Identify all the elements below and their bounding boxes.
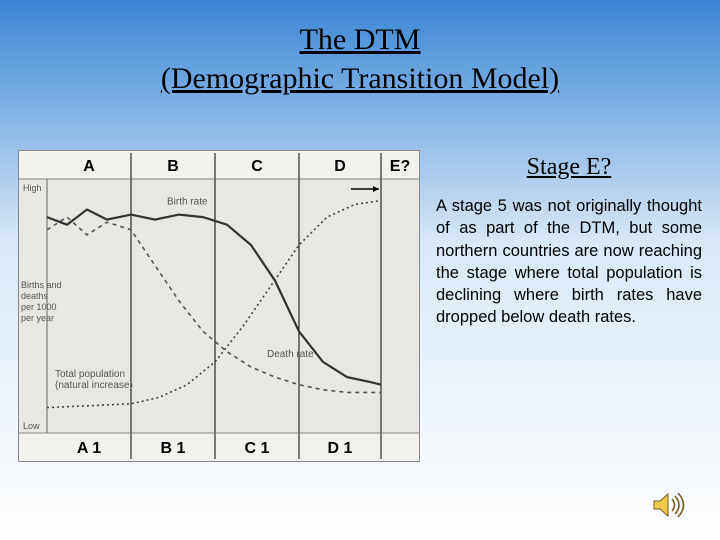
svg-text:High: High xyxy=(23,183,42,193)
stage-e-heading: Stage E? xyxy=(436,154,702,181)
svg-text:Total population: Total population xyxy=(55,369,125,380)
svg-text:E?: E? xyxy=(390,158,410,175)
svg-text:C: C xyxy=(251,158,263,175)
right-column: Stage E? A stage 5 was not originally th… xyxy=(436,150,702,462)
svg-text:B: B xyxy=(167,158,179,175)
svg-text:Low: Low xyxy=(23,421,40,431)
svg-text:Births and: Births and xyxy=(21,280,62,290)
speaker-icon[interactable] xyxy=(652,490,686,520)
slide: The DTM (Demographic Transition Model) A… xyxy=(0,0,720,540)
svg-text:per year: per year xyxy=(21,313,54,323)
svg-text:A: A xyxy=(83,158,95,175)
stage-e-body: A stage 5 was not originally thought of … xyxy=(436,195,702,329)
svg-text:Birth rate: Birth rate xyxy=(167,196,208,207)
svg-text:Death rate: Death rate xyxy=(267,349,314,360)
dtm-chart: A B C D E? A 1 B 1 C 1 D 1 High Low Births anddeath… xyxy=(18,150,420,462)
slide-title: The DTM (Demographic Transition Model) xyxy=(0,0,720,98)
svg-text:B 1: B 1 xyxy=(161,440,186,457)
title-line-2: (Demographic Transition Model) xyxy=(161,62,559,95)
svg-text:per 1000: per 1000 xyxy=(21,302,57,312)
svg-text:A 1: A 1 xyxy=(77,440,101,457)
content-row: A B C D E? A 1 B 1 C 1 D 1 High Low Births anddeath… xyxy=(18,150,702,462)
title-line-1: The DTM xyxy=(300,23,421,56)
svg-text:(natural increase): (natural increase) xyxy=(55,380,133,391)
svg-text:D: D xyxy=(334,158,346,175)
dtm-chart-svg: A B C D E? A 1 B 1 C 1 D 1 High Low Births anddeath… xyxy=(19,151,419,461)
svg-text:D 1: D 1 xyxy=(328,440,353,457)
svg-text:deaths: deaths xyxy=(21,291,49,301)
svg-text:C 1: C 1 xyxy=(245,440,270,457)
